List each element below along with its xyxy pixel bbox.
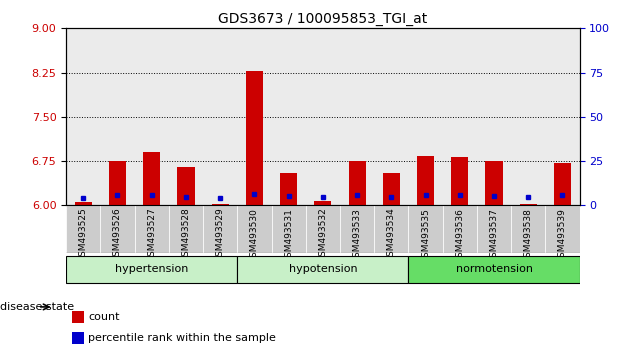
Bar: [374, 28, 408, 205]
Bar: [100, 28, 135, 205]
Text: GSM493536: GSM493536: [455, 208, 464, 263]
Bar: [75, 202, 92, 205]
Text: percentile rank within the sample: percentile rank within the sample: [88, 333, 276, 343]
Bar: [511, 205, 546, 253]
Text: GSM493538: GSM493538: [524, 208, 533, 263]
Bar: [66, 205, 100, 253]
Text: GSM493533: GSM493533: [353, 208, 362, 263]
Bar: [306, 205, 340, 253]
Bar: [443, 28, 477, 205]
Text: GSM493539: GSM493539: [558, 208, 567, 263]
Bar: [238, 256, 408, 284]
Text: GSM493531: GSM493531: [284, 208, 293, 263]
Bar: [169, 28, 203, 205]
Text: GSM493532: GSM493532: [318, 208, 328, 262]
Bar: [340, 205, 374, 253]
Text: GSM493537: GSM493537: [490, 208, 498, 263]
Text: GSM493528: GSM493528: [181, 208, 190, 262]
Bar: [203, 205, 238, 253]
Bar: [306, 28, 340, 205]
Bar: [203, 28, 238, 205]
Bar: [135, 28, 169, 205]
Bar: [546, 28, 580, 205]
Bar: [486, 161, 503, 205]
Bar: [272, 205, 306, 253]
Bar: [383, 173, 400, 205]
Bar: [408, 28, 443, 205]
Text: disease state: disease state: [0, 302, 74, 312]
Text: GSM493527: GSM493527: [147, 208, 156, 262]
Bar: [443, 205, 477, 253]
Bar: [280, 173, 297, 205]
Title: GDS3673 / 100095853_TGI_at: GDS3673 / 100095853_TGI_at: [218, 12, 428, 26]
Bar: [546, 205, 580, 253]
Text: GSM493529: GSM493529: [215, 208, 225, 262]
Bar: [451, 157, 468, 205]
Text: hypotension: hypotension: [289, 264, 357, 274]
Bar: [66, 256, 238, 284]
Text: normotension: normotension: [455, 264, 532, 274]
Bar: [314, 201, 331, 205]
Bar: [238, 205, 272, 253]
Bar: [417, 156, 434, 205]
Bar: [520, 204, 537, 205]
Text: hypertension: hypertension: [115, 264, 188, 274]
Bar: [212, 204, 229, 205]
Bar: [374, 205, 408, 253]
Bar: [554, 163, 571, 205]
Bar: [66, 28, 100, 205]
Bar: [340, 28, 374, 205]
Bar: [477, 28, 511, 205]
Text: GSM493526: GSM493526: [113, 208, 122, 262]
Text: GSM493535: GSM493535: [421, 208, 430, 263]
Text: GSM493525: GSM493525: [79, 208, 88, 262]
Bar: [511, 28, 546, 205]
Bar: [348, 161, 365, 205]
Bar: [408, 205, 443, 253]
Bar: [72, 332, 84, 344]
Bar: [143, 152, 160, 205]
Bar: [272, 28, 306, 205]
Bar: [408, 256, 580, 284]
Bar: [72, 311, 84, 323]
Text: count: count: [88, 312, 120, 322]
Bar: [169, 205, 203, 253]
Bar: [238, 28, 272, 205]
Bar: [100, 205, 135, 253]
Bar: [477, 205, 511, 253]
Text: GSM493534: GSM493534: [387, 208, 396, 262]
Bar: [135, 205, 169, 253]
Text: GSM493530: GSM493530: [250, 208, 259, 263]
Bar: [246, 71, 263, 205]
Bar: [178, 167, 195, 205]
Bar: [109, 161, 126, 205]
